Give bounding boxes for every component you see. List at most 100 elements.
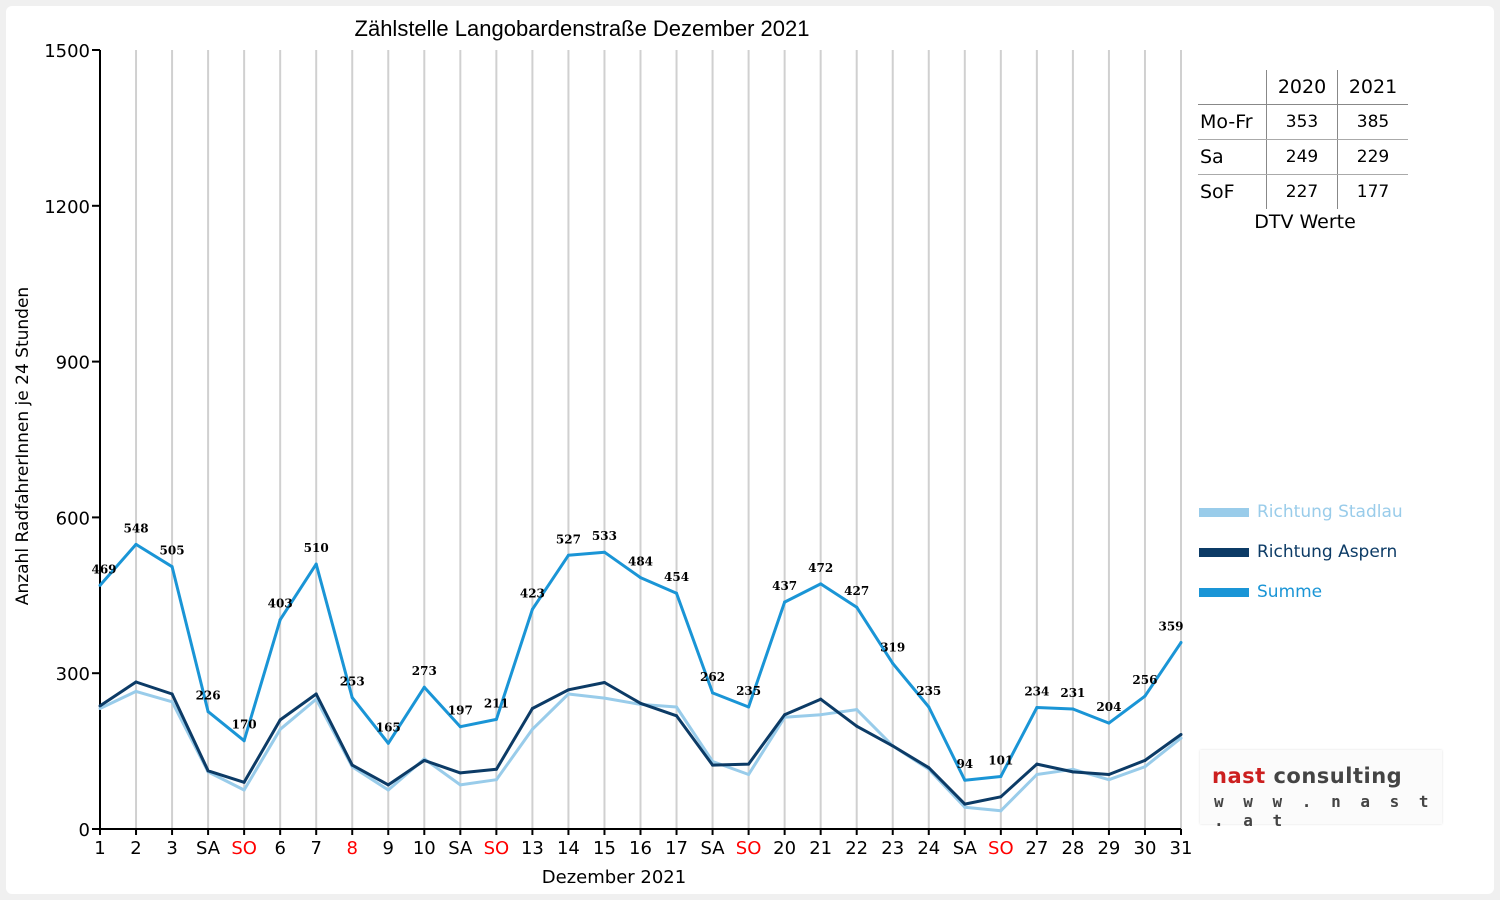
data-point (314, 692, 318, 696)
data-point (278, 718, 282, 722)
data-point (747, 705, 751, 709)
data-point (819, 582, 823, 586)
data-point (458, 783, 462, 787)
data-point (530, 607, 534, 611)
data-point (530, 707, 534, 711)
data-point (530, 727, 534, 731)
x-tick-label: 21 (809, 838, 832, 859)
x-tick-label: 15 (593, 838, 616, 859)
data-point (675, 714, 679, 718)
data-point (747, 772, 751, 776)
data-point (422, 758, 426, 762)
legend-label: Summe (1257, 582, 1323, 602)
data-point (134, 542, 138, 546)
dtv-caption: DTV Werte (1254, 211, 1356, 233)
data-label: 94 (956, 757, 973, 771)
data-label: 262 (700, 670, 725, 684)
dtv-row-label: SoF (1200, 181, 1235, 203)
data-point (134, 680, 138, 684)
data-point (1107, 778, 1111, 782)
series-group (98, 542, 1183, 813)
x-tick-label: 6 (274, 838, 285, 859)
data-point (1071, 767, 1075, 771)
data-label: 423 (520, 586, 545, 600)
data-point (98, 583, 102, 587)
x-tick-label: SA (196, 838, 221, 859)
x-tick-label: 9 (383, 838, 394, 859)
data-point (963, 778, 967, 782)
dtv-cell: 353 (1266, 104, 1338, 140)
data-point (1071, 770, 1075, 774)
data-label: 454 (664, 570, 689, 584)
data-point (98, 704, 102, 708)
data-point (566, 553, 570, 557)
data-label: 170 (232, 718, 257, 732)
data-point (783, 713, 787, 717)
data-point (783, 600, 787, 604)
data-point (602, 696, 606, 700)
data-point (855, 724, 859, 728)
legend-item-aspern: Richtung Aspern (1199, 532, 1403, 572)
x-tick-label: 16 (629, 838, 652, 859)
data-point (278, 618, 282, 622)
legend-label: Richtung Aspern (1257, 542, 1398, 562)
dtv-row-label: Mo-Fr (1198, 104, 1267, 140)
logo-url: w w w . n a s t . a t (1214, 792, 1434, 830)
legend-swatch (1199, 587, 1249, 597)
data-point (747, 762, 751, 766)
data-point (927, 766, 931, 770)
data-labels: 469 548 505 226 170 403 510 253 165 273 197 211 423 5… (91, 521, 1183, 771)
data-point (170, 565, 174, 569)
data-point (494, 717, 498, 721)
data-point (98, 707, 102, 711)
dtv-table: 2020 2021 Mo-Fr 353 385 Sa 249 229 SoF 2… (1198, 70, 1408, 233)
x-tick-label: 30 (1134, 838, 1157, 859)
data-label: 235 (916, 684, 941, 698)
data-point (386, 788, 390, 792)
data-point (494, 778, 498, 782)
data-point (819, 713, 823, 717)
data-point (855, 605, 859, 609)
data-point (242, 739, 246, 743)
data-label: 403 (268, 597, 293, 611)
legend-swatch (1199, 547, 1249, 557)
data-point (458, 725, 462, 729)
x-tick-label: 29 (1097, 838, 1120, 859)
data-point (963, 805, 967, 809)
data-label: 235 (736, 684, 761, 698)
x-tick-label: SO (736, 838, 762, 859)
data-point (1035, 762, 1039, 766)
data-point (350, 763, 354, 767)
legend-label: Richtung Stadlau (1257, 502, 1403, 522)
data-label: 527 (556, 532, 581, 546)
legend-item-stadlau: Richtung Stadlau (1199, 492, 1403, 532)
data-point (927, 705, 931, 709)
data-point (963, 802, 967, 806)
x-tick-label: 1 (94, 838, 105, 859)
data-label: 234 (1024, 684, 1049, 698)
data-label: 533 (592, 529, 617, 543)
y-tick-label: 300 (56, 664, 90, 685)
data-point (278, 727, 282, 731)
data-point (242, 788, 246, 792)
data-point (242, 780, 246, 784)
y-tick-label: 0 (79, 820, 90, 841)
data-label: 437 (772, 579, 797, 593)
data-point (819, 697, 823, 701)
logo-wordmark: nast consulting (1212, 764, 1402, 788)
y-tick-label: 1500 (44, 41, 90, 62)
data-point (891, 744, 895, 748)
x-tick-label: 23 (881, 838, 904, 859)
data-point (134, 689, 138, 693)
x-tick-label: 14 (557, 838, 580, 859)
logo-word-2: consulting (1273, 764, 1403, 788)
data-point (314, 562, 318, 566)
logo-word-1: nast (1212, 764, 1266, 788)
data-point (458, 771, 462, 775)
data-point (999, 775, 1003, 779)
data-point (675, 591, 679, 595)
data-point (566, 688, 570, 692)
data-point (602, 681, 606, 685)
chart-frame: Zählstelle Langobardenstraße Dezember 20… (6, 6, 1494, 894)
x-tick-label: SO (231, 838, 257, 859)
